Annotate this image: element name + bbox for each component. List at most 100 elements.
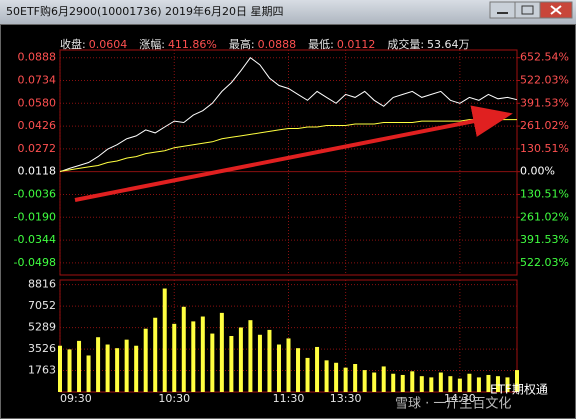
volume-bar bbox=[400, 374, 405, 392]
volume-bar bbox=[124, 339, 129, 392]
volume-bar bbox=[296, 348, 301, 392]
y-tick-label: 5289 bbox=[28, 321, 56, 334]
volume-bar bbox=[353, 364, 358, 392]
price-line bbox=[59, 119, 517, 172]
stat-value: 411.86% bbox=[168, 38, 217, 51]
stat-label: 成交量: bbox=[387, 37, 424, 51]
volume-bar bbox=[429, 377, 434, 392]
volume-bar bbox=[410, 371, 415, 392]
x-tick-label: 14:30 bbox=[444, 392, 476, 405]
y-tick-label: 0.0580 bbox=[18, 96, 57, 109]
watermark-badge: ETF期权通 bbox=[490, 383, 548, 397]
volume-bar bbox=[381, 366, 386, 392]
volume-bar bbox=[448, 376, 453, 392]
volume-bar bbox=[457, 378, 462, 392]
x-tick-label: 09:30 bbox=[60, 392, 92, 405]
stat-label: 最低: bbox=[308, 38, 334, 51]
y2-tick-label: 522.03% bbox=[520, 73, 569, 86]
y2-tick-label: 130.51% bbox=[520, 142, 569, 155]
volume-bar bbox=[219, 312, 224, 392]
stat-value: 0.0604 bbox=[89, 38, 128, 51]
y-tick-label: -0.0190 bbox=[14, 210, 56, 223]
y-tick-label: 0.0734 bbox=[18, 73, 57, 86]
watermark: 雪球 · 一斤生百文化 bbox=[395, 397, 511, 412]
close-icon bbox=[550, 5, 562, 15]
volume-bar bbox=[238, 327, 243, 392]
volume-bar bbox=[515, 370, 519, 392]
volume-bar bbox=[58, 345, 62, 392]
y2-tick-label: 261.02% bbox=[520, 119, 569, 132]
volume-bar bbox=[267, 329, 272, 392]
y-tick-label: -0.0498 bbox=[14, 256, 56, 269]
annotation-arrow bbox=[74, 105, 513, 202]
y2-tick-label: 0.00% bbox=[520, 165, 555, 178]
y-tick-label: 0.0118 bbox=[18, 165, 57, 178]
stat-value: 53.64万 bbox=[427, 38, 470, 51]
y-tick-label: 0.0888 bbox=[18, 51, 57, 64]
y2-tick-label: 391.53% bbox=[520, 96, 569, 109]
volume-bar bbox=[248, 320, 253, 392]
volume-bar bbox=[343, 367, 348, 392]
volume-bar bbox=[362, 370, 367, 392]
y2-tick-label: 522.03% bbox=[520, 256, 569, 269]
y-tick-label: 0.0426 bbox=[18, 119, 57, 132]
volume-bar bbox=[153, 317, 158, 392]
volume-bar bbox=[229, 336, 234, 392]
price-line bbox=[59, 56, 518, 173]
volume-bar bbox=[96, 337, 101, 392]
y2-tick-label: 130.51% bbox=[520, 187, 569, 200]
volume-bar bbox=[505, 377, 510, 392]
y-tick-label: 0.0272 bbox=[18, 142, 57, 155]
x-tick-label: 10:30 bbox=[158, 392, 190, 405]
maximize-icon bbox=[521, 5, 534, 15]
volume-bar bbox=[438, 372, 443, 392]
stat-value: 0.0112 bbox=[337, 38, 376, 51]
volume-bar bbox=[334, 362, 339, 392]
volume-bar bbox=[286, 338, 291, 392]
volume-bar bbox=[391, 373, 396, 392]
volume-bar bbox=[134, 345, 139, 392]
y-tick-label: 3526 bbox=[28, 342, 56, 355]
y-tick-label: -0.0036 bbox=[14, 187, 56, 200]
volume-bar bbox=[115, 348, 120, 392]
window-title: 50ETF购6月2900(10001736) 2019年6月20日 星期四 bbox=[6, 4, 284, 18]
volume-bar bbox=[495, 376, 500, 392]
volume-bar bbox=[372, 372, 377, 392]
y2-tick-label: 391.53% bbox=[520, 233, 569, 246]
maximize-button[interactable] bbox=[514, 1, 541, 19]
volume-bar bbox=[143, 328, 148, 392]
x-tick-label: 13:30 bbox=[330, 392, 362, 405]
stat-label: 收盘: bbox=[60, 37, 86, 51]
y-tick-label: 8816 bbox=[28, 278, 56, 291]
volume-bar bbox=[467, 373, 472, 392]
stat-value: 0.0888 bbox=[258, 38, 297, 51]
stat-label: 最高: bbox=[229, 37, 255, 51]
volume-bar bbox=[105, 344, 110, 392]
volume-bar bbox=[276, 344, 281, 392]
volume-bar bbox=[476, 377, 481, 392]
chart: 652.54% 522.03% 391.53% 261.02% 130.51% 0.00%… bbox=[14, 49, 569, 405]
y-tick-label: 7052 bbox=[28, 299, 56, 312]
volume-bar bbox=[210, 333, 215, 392]
volume-bar bbox=[77, 340, 82, 392]
minimize-button[interactable] bbox=[489, 1, 516, 19]
stats-bar: 收盘: 0.0604 涨幅: 411.86% 最高: 0.0888 最低: 0.0112 成交量… bbox=[60, 37, 470, 51]
x-tick-label: 11:30 bbox=[273, 392, 305, 405]
stat-label: 涨幅: bbox=[139, 38, 165, 51]
volume-bar bbox=[172, 323, 177, 392]
volume-bar bbox=[305, 357, 310, 392]
volume-bar bbox=[324, 360, 329, 392]
volume-bar bbox=[486, 374, 491, 392]
title-bar bbox=[0, 0, 576, 24]
volume-bar bbox=[162, 288, 167, 392]
y-tick-label: -0.0344 bbox=[14, 233, 56, 246]
y2-tick-label: 652.54% bbox=[520, 51, 569, 64]
volume-bar bbox=[315, 346, 320, 392]
volume-bar bbox=[67, 349, 72, 392]
volume-bar bbox=[257, 334, 262, 392]
y-tick-label: 1763 bbox=[28, 364, 56, 377]
y2-tick-label: 261.02% bbox=[520, 210, 569, 223]
volume-bar bbox=[86, 355, 91, 392]
